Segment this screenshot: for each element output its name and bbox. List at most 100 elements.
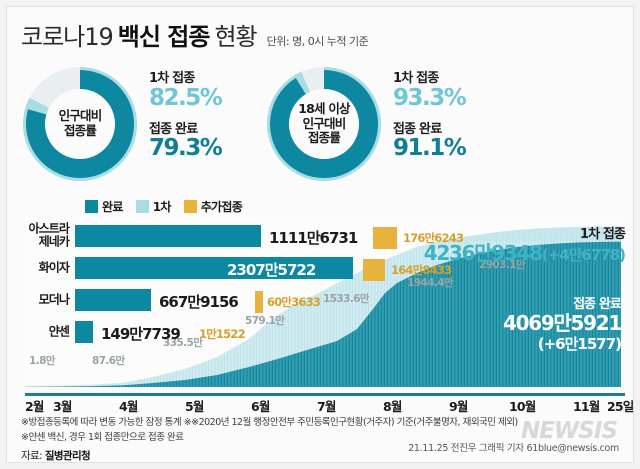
newsis-watermark: NEWSIS xyxy=(520,418,618,444)
bar-fill-janssen xyxy=(75,321,93,343)
bar-track-pfizer: 2307만5722 164만8433 xyxy=(75,257,461,281)
footnote-1: ※방접종등록에 따라 변동 가능한 잠정 통계 ※※2020년 12월 행정안전… xyxy=(21,417,518,428)
donut-chart-population: 인구대비 접종률 1차 접종 82.5% 접종 완료 79.3% xyxy=(21,65,223,183)
x-tick-5: 7월 xyxy=(317,399,336,414)
area-annotation-1: 87.6만 xyxy=(92,355,125,367)
booster-bar-astrazeneca xyxy=(373,227,397,249)
unit-note: 단위: 명, 0시 누적 기준 xyxy=(266,35,369,48)
legend-label-first: 1차 xyxy=(152,200,172,214)
legend-swatch-booster xyxy=(183,200,197,213)
total-first-dose-callout: 1차 접종 4236만9348(+4만6778) xyxy=(423,223,626,265)
area-annotation-5: 1944.4만 xyxy=(407,277,454,289)
total-first-dose-number: 4236만9348 xyxy=(423,241,543,265)
donut-values-population: 1차 접종 82.5% 접종 완료 79.3% xyxy=(149,71,267,160)
bar-label-astrazeneca: 아스트라 제네카 xyxy=(28,221,69,249)
legend-item-first: 1차 xyxy=(135,198,172,215)
donut-center-line2: 접종률 xyxy=(63,123,97,138)
donut-chart-adults: 18세 이상 인구대비 접종률 1차 접종 93.3% 접종 완료 91.1% xyxy=(265,65,467,183)
x-tick-10: 25일 xyxy=(607,399,634,414)
bar-track-moderna: 667만9156 60만3633 xyxy=(75,289,461,313)
x-tick-6: 8월 xyxy=(383,399,402,414)
x-tick-0: 2월 xyxy=(25,399,44,414)
legend-item-booster: 추가접종 xyxy=(183,198,243,215)
area-annotation-0: 1.8만 xyxy=(29,355,55,367)
title-part-covid: 코로나19 xyxy=(21,23,114,51)
bar-track-janssen: 149만7739 1만1522 xyxy=(75,321,461,343)
complete-dose-label: 접종 완료 xyxy=(393,121,442,137)
footnotes: ※방접종등록에 따라 변동 가능한 잠정 통계 ※※2020년 12월 행정안전… xyxy=(21,416,621,445)
first-dose-label: 1차 접종 xyxy=(393,71,439,86)
booster-value-pfizer: 164만8433 xyxy=(391,263,452,277)
x-tick-9: 11월 xyxy=(573,399,600,414)
total-complete-callout: 접종 완료 4069만5921 (+6만1577) xyxy=(502,293,622,353)
donut-center-line2: 인구대비 xyxy=(302,115,347,131)
bar-value-pfizer: 2307만5722 xyxy=(227,261,316,279)
first-dose-value: 93.3% xyxy=(393,84,467,111)
donut-graphic-population: 인구대비 접종률 xyxy=(21,65,139,183)
donut-svg-population xyxy=(23,67,137,181)
first-dose-value: 82.5% xyxy=(149,84,223,111)
area-annotation-3: 579.1만 xyxy=(245,315,285,327)
bar-label-janssen: 얀센 xyxy=(48,324,70,339)
bar-label-pfizer: 화이자 xyxy=(38,260,70,275)
bar-track-astrazeneca: 1111만6731 176만6243 xyxy=(75,225,464,249)
bar-row-janssen: 얀센 149만7739 1만1522 xyxy=(7,319,477,345)
infographic-card: 코로나19 백신 접종 현황 단위: 명, 0시 누적 기준 인구대비 접종률 … xyxy=(6,6,634,463)
bar-value-astrazeneca: 1111만6731 xyxy=(269,229,358,247)
area-chart-cumulative: 1.8만 87.6만 335.5만 579.1만 1533.6만 1944.4만… xyxy=(17,217,629,389)
source-value: 질병관리청 xyxy=(44,450,91,462)
bar-fill-moderna xyxy=(75,289,151,311)
source-label: 자료: xyxy=(21,450,43,462)
x-axis-line xyxy=(25,393,625,396)
booster-value-moderna: 60만3633 xyxy=(267,295,321,309)
bar-fill-astrazeneca xyxy=(75,225,261,247)
bar-row-pfizer: 화이자 2307만5722 164만8433 xyxy=(7,255,477,281)
x-tick-1: 3월 xyxy=(53,399,72,414)
vaccine-type-bar-chart: 아스트라 제네카 1111만6731 176만6243 화이자 2307만5722… xyxy=(7,221,477,345)
donut-svg-adults xyxy=(267,67,381,181)
source-line: 자료: 질병관리청 xyxy=(21,448,91,463)
first-dose-label: 1차 접종 xyxy=(149,71,195,86)
area-annotation-6: 2903.1만 xyxy=(479,259,526,271)
bar-row-moderna: 모더나 667만9156 60만3633 xyxy=(7,287,477,313)
x-tick-8: 10월 xyxy=(509,399,536,414)
complete-dose-value: 91.1% xyxy=(393,135,467,162)
donut-center-line3: 접종률 xyxy=(307,130,341,146)
legend-swatch-first xyxy=(135,200,149,213)
donut-values-adults: 1차 접종 93.3% 접종 완료 91.1% xyxy=(393,71,511,160)
donut-center-line1: 18세 이상 xyxy=(298,100,350,116)
x-tick-2: 4월 xyxy=(119,399,138,414)
legend-label-complete: 완료 xyxy=(102,200,123,214)
total-complete-delta: (+6만1577) xyxy=(537,335,622,353)
booster-bar-pfizer xyxy=(363,259,385,281)
legend-swatch-complete xyxy=(85,200,98,213)
bar-fill-pfizer xyxy=(75,257,353,279)
credit-line: 21.11.25 전진우 그래픽 기자 61blue@newsis.com xyxy=(408,443,619,454)
total-first-dose-label: 1차 접종 xyxy=(580,227,626,242)
booster-value-janssen: 1만1522 xyxy=(199,327,246,341)
x-axis-ticks: 2월 3월 4월 5월 6월 7월 8월 9월 10월 11월 25일 xyxy=(7,396,635,414)
total-complete-label: 접종 완료 xyxy=(573,297,622,312)
x-tick-4: 6월 xyxy=(251,399,270,414)
total-first-dose-value: 4236만9348(+4만6778) xyxy=(423,241,626,265)
complete-dose-value: 79.3% xyxy=(149,135,223,162)
donut-center-label-adults: 18세 이상 인구대비 접종률 xyxy=(289,89,359,159)
legend-label-booster: 추가접종 xyxy=(200,200,243,214)
bar-value-moderna: 667만9156 xyxy=(159,293,239,311)
donut-center-label-population: 인구대비 접종률 xyxy=(45,89,115,159)
title-part-status: 현황 xyxy=(214,23,257,51)
x-tick-7: 9월 xyxy=(449,399,468,414)
area-annotation-2: 335.5만 xyxy=(163,337,203,349)
x-tick-3: 5월 xyxy=(185,399,204,414)
page-title: 코로나19 백신 접종 현황 단위: 명, 0시 누적 기준 xyxy=(21,17,369,52)
booster-value-astrazeneca: 176만6243 xyxy=(403,231,464,245)
donut-center-line1: 인구대비 xyxy=(58,108,103,124)
total-complete-value: 4069만5921 xyxy=(502,311,622,335)
complete-dose-label: 접종 완료 xyxy=(149,121,198,137)
bar-row-astrazeneca: 아스트라 제네카 1111만6731 176만6243 xyxy=(7,221,477,249)
title-part-vaccine: 백신 접종 xyxy=(117,23,211,51)
legend-item-complete: 완료 xyxy=(85,198,123,215)
chart-legend: 완료 1차 추가접종 xyxy=(85,198,243,215)
donut-graphic-adults: 18세 이상 인구대비 접종률 xyxy=(265,65,383,183)
bar-label-moderna: 모더나 xyxy=(38,292,70,307)
